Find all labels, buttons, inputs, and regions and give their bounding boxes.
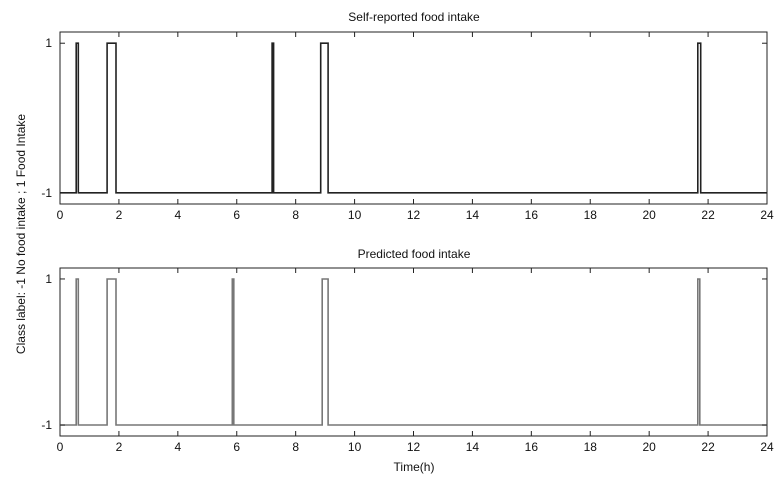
y-tick-label: -1 bbox=[41, 186, 52, 200]
x-tick-label: 6 bbox=[233, 208, 240, 222]
x-tick-label: 8 bbox=[292, 440, 299, 454]
x-axis-label: Time(h) bbox=[394, 460, 435, 474]
x-tick-label: 16 bbox=[525, 440, 539, 454]
x-tick-label: 18 bbox=[584, 208, 598, 222]
x-tick-label: 10 bbox=[348, 208, 362, 222]
x-tick-label: 18 bbox=[584, 440, 598, 454]
series-layer bbox=[60, 278, 767, 426]
subplot-title: Self-reported food intake bbox=[348, 10, 480, 24]
x-tick-label: 6 bbox=[233, 440, 240, 454]
x-tick-label: 22 bbox=[701, 440, 715, 454]
subplot-predicted: Predicted food intake -11 0 2 4 6 8 10 12 14 16 1… bbox=[41, 247, 774, 454]
y-axis: -1 1 bbox=[41, 272, 767, 432]
x-tick-label: 12 bbox=[407, 208, 421, 222]
x-tick-label: 24 bbox=[760, 440, 774, 454]
x-tick-label: 14 bbox=[466, 208, 480, 222]
x-axis: 0 2 4 6 8 10 12 14 16 18 20 22 24 bbox=[57, 268, 774, 454]
x-tick-label: 0 bbox=[57, 208, 64, 222]
y-tick-label: 1 bbox=[45, 272, 52, 286]
y-axis: -1 1 bbox=[41, 36, 767, 200]
y-tick-label: 1 bbox=[45, 36, 52, 50]
x-tick-label: 8 bbox=[292, 208, 299, 222]
x-tick-label: 20 bbox=[642, 440, 656, 454]
subplot-title: Predicted food intake bbox=[358, 247, 471, 261]
y-axis-label: Class label: -1 No food intake ; 1 Food … bbox=[14, 114, 28, 354]
x-tick-label: 2 bbox=[116, 440, 123, 454]
x-tick-label: 2 bbox=[116, 208, 123, 222]
x-tick-label: 12 bbox=[407, 440, 421, 454]
series-line bbox=[60, 42, 767, 194]
y-tick-label: -1 bbox=[41, 418, 52, 432]
x-tick-label: 4 bbox=[174, 440, 181, 454]
x-tick-label: 4 bbox=[174, 208, 181, 222]
series-line bbox=[60, 278, 767, 426]
x-tick-label: 0 bbox=[57, 440, 64, 454]
x-tick-label: 14 bbox=[466, 440, 480, 454]
x-tick-label: 22 bbox=[701, 208, 715, 222]
x-tick-label: 10 bbox=[348, 440, 362, 454]
plot-area bbox=[59, 31, 768, 205]
plot-area bbox=[59, 267, 768, 437]
subplot-self-reported: Self-reported food intake -11 0 2 4 6 8 10 12 1… bbox=[41, 10, 774, 222]
x-axis: 0 2 4 6 8 10 12 14 16 18 20 22 24 bbox=[57, 32, 774, 222]
x-tick-label: 24 bbox=[760, 208, 774, 222]
x-tick-label: 20 bbox=[642, 208, 656, 222]
series-layer bbox=[60, 42, 767, 194]
x-tick-label: 16 bbox=[525, 208, 539, 222]
